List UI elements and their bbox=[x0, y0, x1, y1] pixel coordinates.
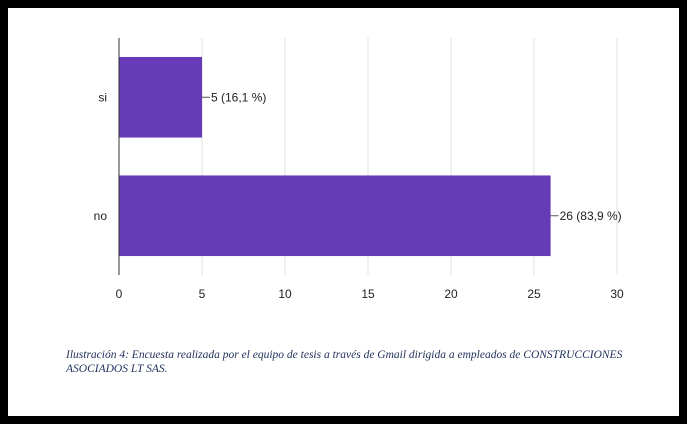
x-tick-label: 0 bbox=[116, 287, 123, 301]
x-tick-label: 15 bbox=[361, 287, 375, 301]
x-tick-label: 10 bbox=[278, 287, 292, 301]
x-tick-label: 30 bbox=[610, 287, 624, 301]
figure-caption: Ilustración 4: Encuesta realizada por el… bbox=[66, 349, 623, 375]
x-tick-label: 25 bbox=[527, 287, 541, 301]
data-label-no: 26 (83,9 %) bbox=[560, 209, 622, 223]
x-tick-label: 5 bbox=[199, 287, 206, 301]
data-label-si: 5 (16,1 %) bbox=[211, 90, 266, 104]
bar-no bbox=[119, 175, 551, 257]
bar-chart: 0 5 10 15 20 25 30 si 5 (16,1 %) no 26 (83,9 %) bbox=[94, 38, 624, 301]
x-tick-label: 20 bbox=[444, 287, 458, 301]
bar-si bbox=[119, 56, 202, 138]
category-label-si: si bbox=[98, 90, 107, 104]
figure-frame: 0 5 10 15 20 25 30 si 5 (16,1 %) no 26 (83,9 %) Il… bbox=[8, 8, 679, 416]
category-label-no: no bbox=[94, 209, 108, 223]
